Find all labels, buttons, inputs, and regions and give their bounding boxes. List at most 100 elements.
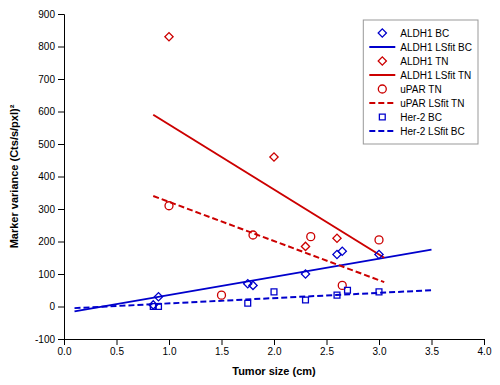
legend-label: uPAR LSfit TN: [400, 98, 464, 109]
point: [249, 231, 257, 239]
point: [375, 236, 383, 244]
tick-label: 4.0: [478, 346, 492, 357]
tick-mark: [58, 242, 64, 243]
tick-mark: [58, 307, 64, 308]
legend-symbol: [369, 102, 395, 104]
point-series: [165, 202, 383, 299]
tick: 200: [38, 236, 64, 247]
tick-mark: [58, 112, 64, 113]
point: [249, 281, 257, 289]
tick-label: 900: [38, 9, 55, 20]
tick-label: 500: [38, 139, 55, 150]
tick-mark: [58, 274, 64, 275]
tick-mark: [58, 79, 64, 80]
y-axis-title: Marker variance (Cts/s/pxl)²: [8, 104, 20, 248]
tick-label: 0: [49, 301, 55, 312]
tick-label: 100: [38, 269, 55, 280]
y-axis: -100 0 100 200 300 400 500 600 700 800 900: [35, 9, 65, 345]
tick: 0: [49, 301, 64, 312]
tick-label: 300: [38, 204, 55, 215]
point: [338, 247, 346, 255]
x-axis-title: Tumor size (cm): [232, 365, 316, 377]
fit-line: [153, 115, 384, 258]
tick-mark: [58, 47, 64, 48]
tick-label: -100: [35, 334, 55, 345]
chart: 0.0 0.5 1.0 1.5 2.0 2.5 3.0 3.5 4.0 -100 0 100 200 30…: [0, 0, 500, 385]
legend-box: [363, 20, 478, 144]
point-series: [150, 287, 382, 309]
tick: 300: [38, 204, 64, 215]
tick-mark: [58, 339, 64, 340]
legend-label: uPAR TN: [400, 84, 441, 95]
point: [301, 242, 309, 250]
tick: 0.0: [58, 339, 72, 357]
point: [307, 233, 315, 241]
legend-label: ALDH1 BC: [400, 28, 449, 39]
tick-mark: [58, 177, 64, 178]
tick-label: 3.5: [425, 346, 439, 357]
legend-symbol: [369, 74, 395, 76]
fit-line: [75, 250, 432, 312]
tick-mark: [327, 339, 328, 345]
tick: 0.5: [110, 339, 124, 357]
point: [345, 287, 351, 293]
tick-label: 2.5: [320, 346, 334, 357]
tick: -100: [35, 334, 64, 345]
point: [245, 300, 251, 306]
tick-mark: [432, 339, 433, 345]
tick-label: 0.5: [110, 346, 124, 357]
point: [165, 33, 173, 41]
marks: [75, 33, 432, 312]
tick-label: 800: [38, 41, 55, 52]
x-axis: 0.0 0.5 1.0 1.5 2.0 2.5 3.0 3.5 4.0: [58, 339, 492, 357]
point: [301, 270, 309, 278]
tick-mark: [274, 339, 275, 345]
point: [156, 304, 162, 310]
tick-mark: [169, 339, 170, 345]
tick-mark: [58, 14, 64, 15]
tick: 100: [38, 269, 64, 280]
tick: 1.5: [215, 339, 229, 357]
tick: 2.5: [320, 339, 334, 357]
tick: 500: [38, 139, 64, 150]
legend-symbol: [378, 85, 386, 93]
point: [376, 289, 382, 295]
tick-mark: [222, 339, 223, 345]
point: [375, 250, 383, 258]
tick-label: 600: [38, 106, 55, 117]
tick-mark: [117, 339, 118, 345]
point: [165, 202, 173, 210]
legend: ALDH1 BC ALDH1 LSfit BC ALDH1 TN ALDH1 LSfi…: [363, 20, 478, 144]
tick-label: 400: [38, 171, 55, 182]
tick: 3.5: [425, 339, 439, 357]
tick: 900: [38, 9, 64, 20]
point: [154, 293, 162, 301]
tick: 700: [38, 74, 64, 85]
tick: 1.0: [163, 339, 177, 357]
tick-label: 200: [38, 236, 55, 247]
tick-label: 700: [38, 74, 55, 85]
tick-label: 1.0: [163, 346, 177, 357]
point-series: [149, 247, 383, 309]
legend-label: ALDH1 TN: [400, 56, 448, 67]
point: [333, 250, 341, 258]
legend-label: ALDH1 LSfit TN: [400, 70, 471, 81]
tick-label: 1.5: [215, 346, 229, 357]
legend-label: Her-2 LSfit BC: [400, 126, 464, 137]
point: [333, 234, 341, 242]
fit-line: [75, 290, 432, 308]
point-series: [165, 33, 341, 251]
legend-symbol: [379, 114, 385, 120]
tick: 3.0: [373, 339, 387, 357]
legend-symbol: [369, 46, 395, 48]
tick: 2.0: [268, 339, 282, 357]
tick-label: 0.0: [58, 346, 72, 357]
point: [303, 297, 309, 303]
tick-mark: [58, 144, 64, 145]
point: [271, 289, 277, 295]
point: [218, 291, 226, 299]
legend-label: Her-2 BC: [400, 112, 442, 123]
tick-mark: [484, 339, 485, 345]
legend-label: ALDH1 LSfit BC: [400, 42, 472, 53]
tick-mark: [379, 339, 380, 345]
